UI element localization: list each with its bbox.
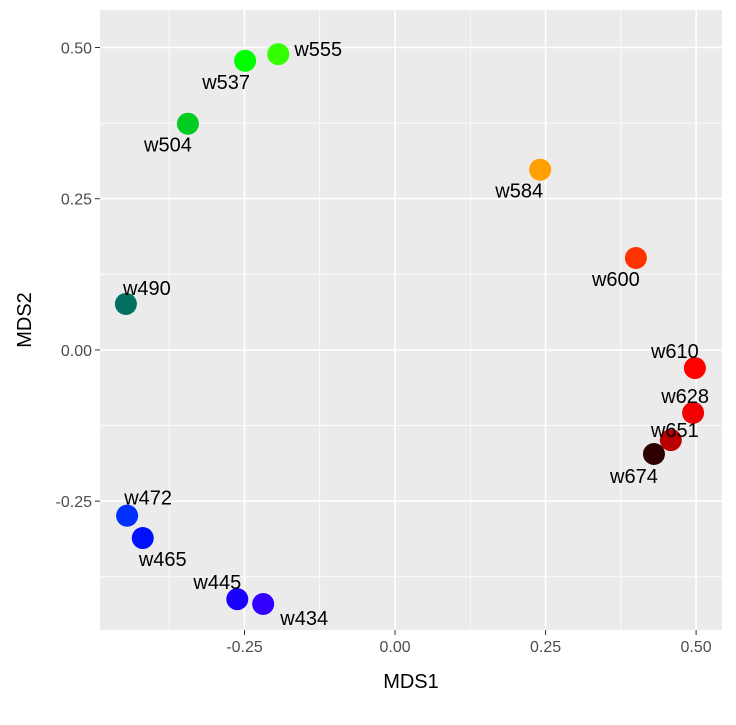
point-label-w434: w434 (279, 608, 328, 630)
data-points (114, 43, 706, 615)
point-label-w651: w651 (650, 420, 699, 442)
x-axis-title: MDS1 (383, 671, 439, 693)
point-label-w537: w537 (201, 72, 250, 94)
panel-background (100, 10, 722, 630)
data-point-w610 (683, 357, 706, 380)
point-label-w445: w445 (192, 572, 241, 594)
y-axis-title: MDS2 (14, 292, 36, 348)
point-label-w490: w490 (122, 278, 171, 300)
point-label-w472: w472 (123, 488, 172, 510)
data-point-w555 (267, 43, 290, 66)
data-point-w584 (529, 158, 552, 181)
data-point-w537 (234, 49, 257, 72)
point-label-w504: w504 (143, 135, 192, 157)
point-label-w628: w628 (660, 386, 709, 408)
y-tick-label: 0.50 (61, 41, 92, 58)
point-label-w610: w610 (650, 341, 699, 363)
x-tick-label: 0.25 (530, 639, 561, 656)
data-point-w504 (176, 112, 199, 135)
data-point-w651 (659, 429, 682, 452)
x-tick-label: -0.25 (226, 639, 263, 656)
data-point-w445 (226, 588, 249, 611)
point-label-w674: w674 (609, 466, 658, 488)
y-tick-label: -0.25 (56, 494, 93, 511)
data-point-w600 (624, 247, 647, 269)
y-axis-ticks: -0.25 0.00 0.25 0.50 (56, 41, 100, 511)
data-point-w472 (116, 504, 139, 527)
minor-gridlines (100, 10, 722, 630)
y-tick-label: 0.00 (61, 343, 92, 360)
point-labels: w555 w537 w504 w490 w584 w600 w610 w628 w651 w674… (122, 39, 709, 630)
data-point-w490 (114, 292, 137, 315)
x-axis-ticks: -0.25 0.00 0.25 0.50 (226, 630, 712, 656)
x-tick-label: 0.50 (681, 639, 712, 656)
data-point-w674 (642, 442, 665, 465)
data-point-w628 (682, 401, 705, 424)
point-label-w555: w555 (293, 39, 342, 61)
data-point-w434 (252, 592, 275, 615)
x-tick-label: 0.00 (379, 639, 410, 656)
data-point-w465 (131, 527, 154, 550)
major-gridlines (100, 10, 722, 630)
point-label-w584: w584 (494, 181, 543, 203)
point-label-w600: w600 (591, 269, 640, 291)
y-tick-label: 0.25 (61, 192, 92, 209)
point-label-w465: w465 (138, 549, 187, 571)
